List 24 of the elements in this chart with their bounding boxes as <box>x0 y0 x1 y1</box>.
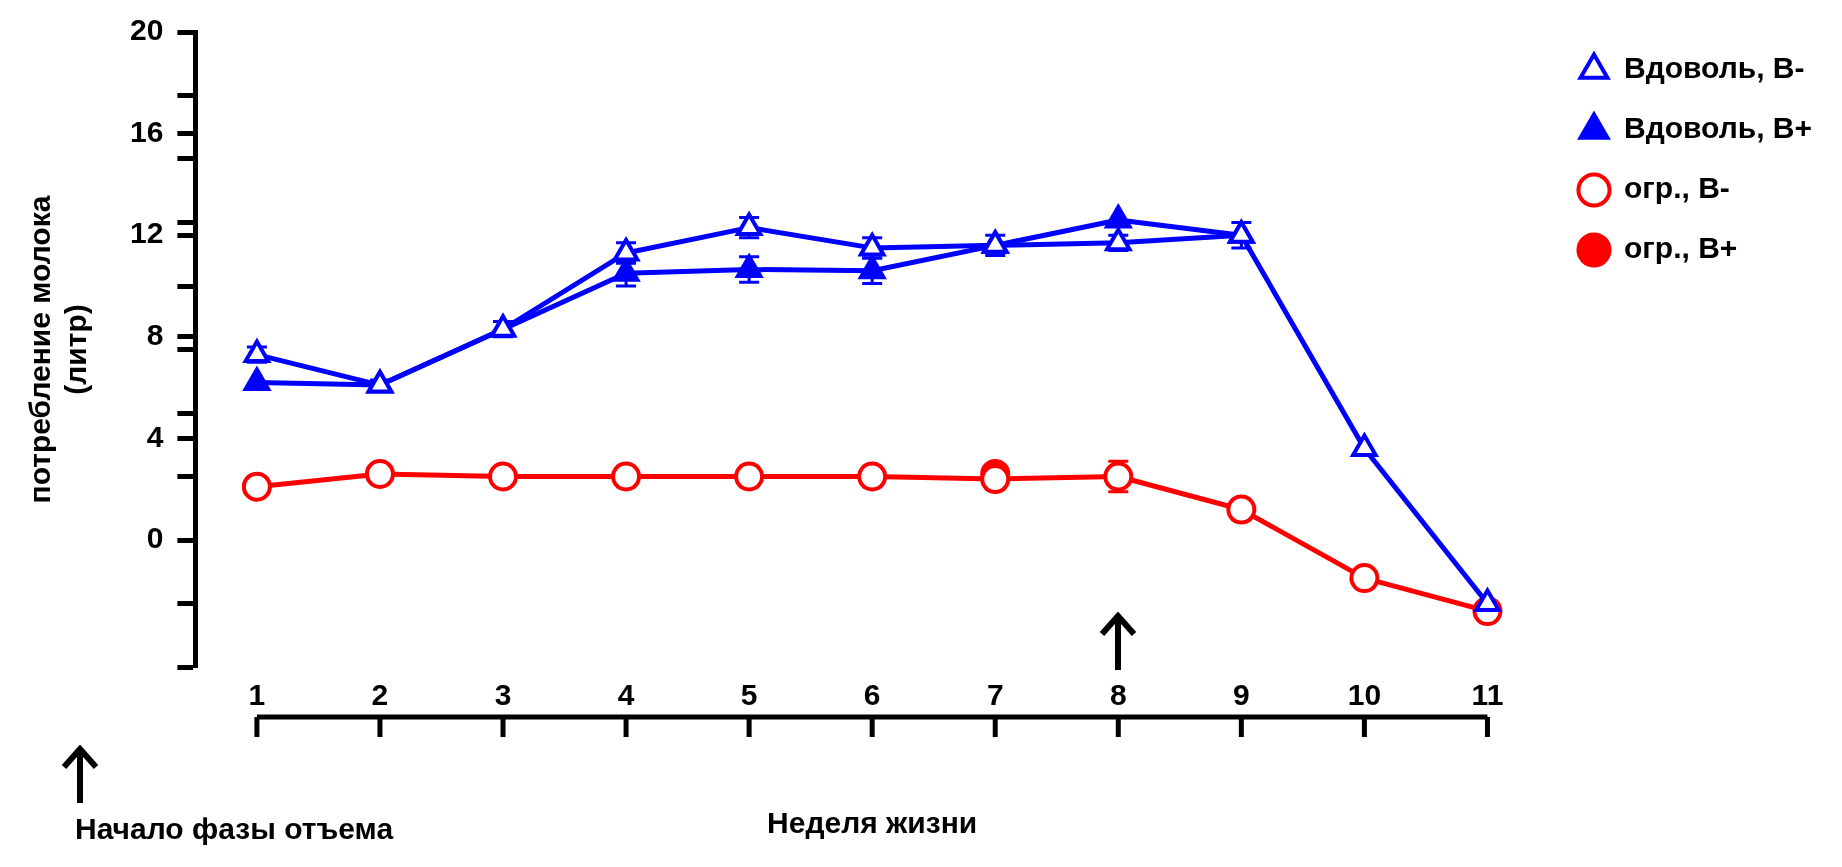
x-tick-label: 10 <box>1347 678 1382 712</box>
text: Начало фазы отъема <box>75 812 394 846</box>
x-tick-label: 3 <box>494 678 512 712</box>
y-axis-title: потребление молока (литр) <box>23 195 93 504</box>
y-tick-label: 20 <box>129 13 164 47</box>
x-tick-label: 9 <box>1233 678 1250 712</box>
x-tick-label: 2 <box>371 678 389 712</box>
y-tick-label: 0 <box>146 521 164 555</box>
legend-label: огр., B+ <box>1623 231 1738 265</box>
x-axis-title: Неделя жизни <box>767 806 978 840</box>
legend-label: Вдоволь, B+ <box>1623 111 1812 145</box>
x-tick-label: 4 <box>617 678 635 712</box>
y-tick-label: 12 <box>129 216 164 250</box>
legend-label: огр., B- <box>1623 171 1730 205</box>
y-tick-label: 16 <box>129 114 164 148</box>
legend-label: Вдоволь, B- <box>1623 51 1805 85</box>
x-tick-label: 11 <box>1471 678 1504 712</box>
y-tick-label: 8 <box>146 318 164 352</box>
x-tick-label: 1 <box>248 678 266 712</box>
x-tick-label: 7 <box>986 678 1004 712</box>
x-tick-label: 8 <box>1109 678 1127 712</box>
x-tick-label: 6 <box>863 678 881 712</box>
x-tick-label: 5 <box>740 678 758 712</box>
y-tick-label: 4 <box>146 419 164 453</box>
